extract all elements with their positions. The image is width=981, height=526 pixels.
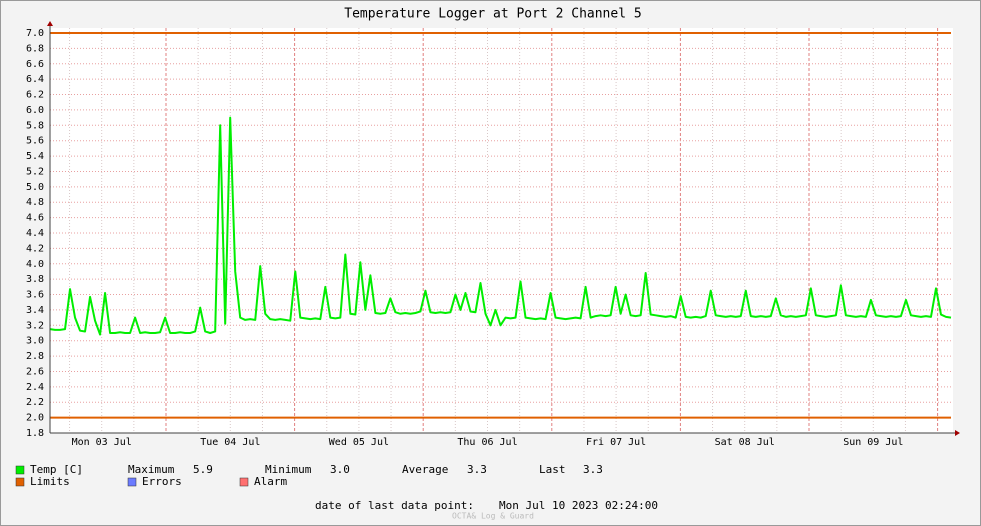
chart-title: Temperature Logger at Port 2 Channel 5	[344, 7, 641, 22]
y-tick-label: 6.2	[26, 90, 44, 101]
legend-label: Alarm	[254, 475, 287, 488]
legend-label: Temp [C]	[30, 463, 83, 476]
legend-swatch	[127, 477, 137, 487]
stat-value: 3.3	[467, 463, 487, 476]
y-tick-label: 5.0	[26, 182, 44, 193]
stat-name: Maximum	[128, 463, 175, 476]
y-tick-label: 3.4	[26, 305, 44, 316]
stat-value: 3.3	[583, 463, 603, 476]
y-tick-label: 2.2	[26, 397, 44, 408]
stat-value: 3.0	[330, 463, 350, 476]
x-tick-label: Sun 09 Jul	[843, 437, 903, 448]
x-tick-label: Tue 04 Jul	[200, 437, 260, 448]
y-tick-label: 3.2	[26, 320, 44, 331]
y-tick-label: 5.4	[26, 151, 44, 162]
footer-value: Mon Jul 10 2023 02:24:00	[499, 499, 658, 512]
y-tick-label: 6.4	[26, 74, 44, 85]
y-tick-label: 1.8	[26, 428, 44, 439]
stat-name: Last	[539, 463, 566, 476]
temp-line	[49, 116, 952, 336]
legend-label: Limits	[30, 475, 70, 488]
y-tick-label: 6.0	[26, 105, 44, 116]
legend-swatch	[15, 465, 25, 475]
y-tick-label: 3.8	[26, 274, 44, 285]
legend: Temp [C] Maximum 5.9 Minimum 3.0 Average 3.3 La…	[15, 463, 603, 488]
y-tick-label: 2.8	[26, 351, 44, 362]
footer-label: date of last data point:	[315, 499, 474, 512]
stat-value: 5.9	[193, 463, 213, 476]
y-tick-label: 4.8	[26, 197, 44, 208]
y-tick-label: 3.6	[26, 290, 44, 301]
y-tick-label: 4.0	[26, 259, 44, 270]
marks	[49, 32, 952, 419]
legend-swatch	[15, 477, 25, 487]
stat-name: Average	[402, 463, 448, 476]
y-arrow	[47, 21, 53, 26]
y-tick-label: 2.4	[26, 382, 44, 393]
x-arrow	[955, 430, 960, 436]
x-tick-label: Fri 07 Jul	[586, 437, 646, 448]
y-tick-label: 4.2	[26, 243, 44, 254]
y-tick-label: 5.8	[26, 120, 44, 131]
y-tick-label: 3.0	[26, 336, 44, 347]
y-tick-label: 5.2	[26, 166, 44, 177]
x-tick-label: Wed 05 Jul	[329, 437, 389, 448]
y-tick-label: 6.6	[26, 59, 44, 70]
y-tick-label: 4.4	[26, 228, 44, 239]
legend-swatch	[239, 477, 249, 487]
y-tick-label: 7.0	[26, 28, 44, 39]
y-tick-label: 2.0	[26, 413, 44, 424]
x-tick-label: Thu 06 Jul	[457, 437, 517, 448]
y-tick-label: 2.6	[26, 366, 44, 377]
x-tick-label: Mon 03 Jul	[72, 437, 132, 448]
y-tick-label: 6.8	[26, 43, 44, 54]
watermark: OCTA& Log & Guard	[452, 512, 534, 521]
x-tick-label: Sat 08 Jul	[715, 437, 775, 448]
legend-label: Errors	[142, 475, 182, 488]
plot-area	[50, 28, 953, 433]
y-tick-label: 4.6	[26, 213, 44, 224]
y-tick-label: 5.6	[26, 136, 44, 147]
stat-name: Minimum	[265, 463, 312, 476]
